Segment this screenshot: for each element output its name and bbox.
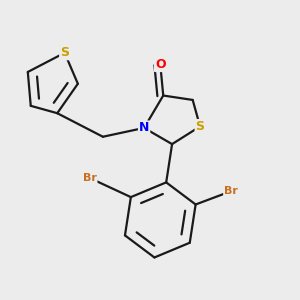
Text: Br: Br bbox=[224, 186, 238, 196]
Text: Br: Br bbox=[83, 173, 97, 183]
Text: N: N bbox=[139, 122, 149, 134]
Text: O: O bbox=[155, 58, 166, 71]
Text: S: S bbox=[60, 46, 69, 59]
Text: S: S bbox=[196, 120, 205, 133]
